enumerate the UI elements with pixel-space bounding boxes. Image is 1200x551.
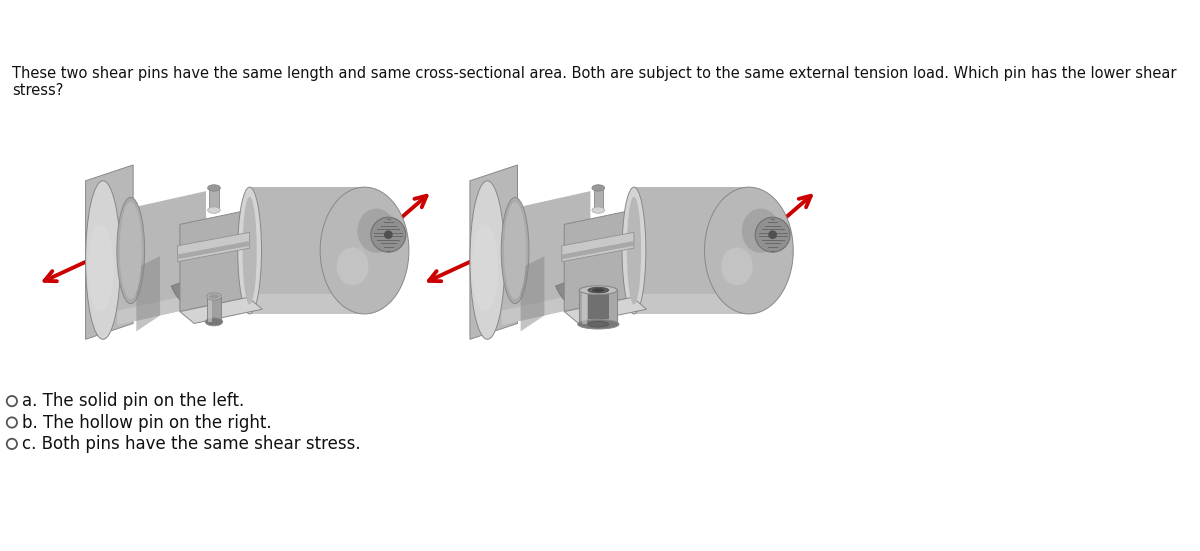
Ellipse shape: [320, 187, 409, 314]
Ellipse shape: [592, 185, 605, 191]
Polygon shape: [582, 290, 587, 324]
Ellipse shape: [768, 230, 778, 239]
Polygon shape: [209, 188, 218, 210]
Ellipse shape: [472, 224, 498, 311]
Ellipse shape: [755, 217, 790, 252]
Ellipse shape: [120, 202, 142, 299]
Ellipse shape: [208, 185, 221, 191]
Polygon shape: [85, 165, 133, 339]
Ellipse shape: [371, 217, 406, 252]
Ellipse shape: [504, 202, 526, 299]
Polygon shape: [502, 191, 590, 325]
Ellipse shape: [116, 197, 145, 304]
Polygon shape: [118, 291, 206, 325]
Text: a. The solid pin on the left.: a. The solid pin on the left.: [22, 392, 245, 410]
Polygon shape: [180, 298, 263, 323]
Ellipse shape: [588, 321, 608, 327]
Polygon shape: [564, 210, 632, 311]
Ellipse shape: [238, 187, 262, 314]
Wedge shape: [556, 272, 635, 313]
Ellipse shape: [592, 207, 605, 213]
Polygon shape: [594, 188, 604, 210]
Wedge shape: [172, 272, 251, 313]
Ellipse shape: [209, 294, 220, 299]
Ellipse shape: [588, 288, 608, 293]
Ellipse shape: [205, 318, 223, 326]
Polygon shape: [178, 233, 250, 262]
Ellipse shape: [704, 187, 793, 314]
Ellipse shape: [626, 197, 641, 304]
Polygon shape: [521, 256, 545, 331]
Polygon shape: [502, 291, 590, 325]
Ellipse shape: [502, 197, 529, 304]
Polygon shape: [250, 294, 365, 314]
Polygon shape: [580, 290, 617, 324]
Polygon shape: [209, 296, 212, 322]
Polygon shape: [118, 191, 206, 325]
Polygon shape: [178, 241, 250, 260]
Polygon shape: [470, 165, 517, 339]
Polygon shape: [634, 187, 749, 314]
Polygon shape: [562, 233, 634, 262]
Ellipse shape: [85, 181, 120, 339]
Ellipse shape: [742, 208, 780, 253]
Polygon shape: [562, 241, 634, 260]
Ellipse shape: [384, 230, 392, 239]
Text: c. Both pins have the same shear stress.: c. Both pins have the same shear stress.: [22, 435, 361, 453]
Ellipse shape: [580, 286, 617, 295]
Ellipse shape: [337, 247, 368, 285]
Ellipse shape: [470, 181, 505, 339]
Polygon shape: [137, 256, 160, 331]
Ellipse shape: [208, 207, 221, 213]
Ellipse shape: [206, 293, 221, 300]
Polygon shape: [588, 290, 608, 320]
Ellipse shape: [242, 197, 257, 304]
Ellipse shape: [592, 288, 605, 292]
Ellipse shape: [577, 320, 619, 329]
Text: b. The hollow pin on the right.: b. The hollow pin on the right.: [22, 413, 272, 431]
Ellipse shape: [721, 247, 752, 285]
Ellipse shape: [622, 187, 646, 314]
Text: These two shear pins have the same length and same cross-sectional area. Both ar: These two shear pins have the same lengt…: [12, 66, 1176, 98]
Ellipse shape: [88, 224, 114, 311]
Polygon shape: [634, 294, 749, 314]
Polygon shape: [206, 296, 221, 322]
Polygon shape: [564, 298, 647, 323]
Polygon shape: [250, 187, 365, 314]
Ellipse shape: [358, 208, 396, 253]
Polygon shape: [180, 210, 248, 311]
